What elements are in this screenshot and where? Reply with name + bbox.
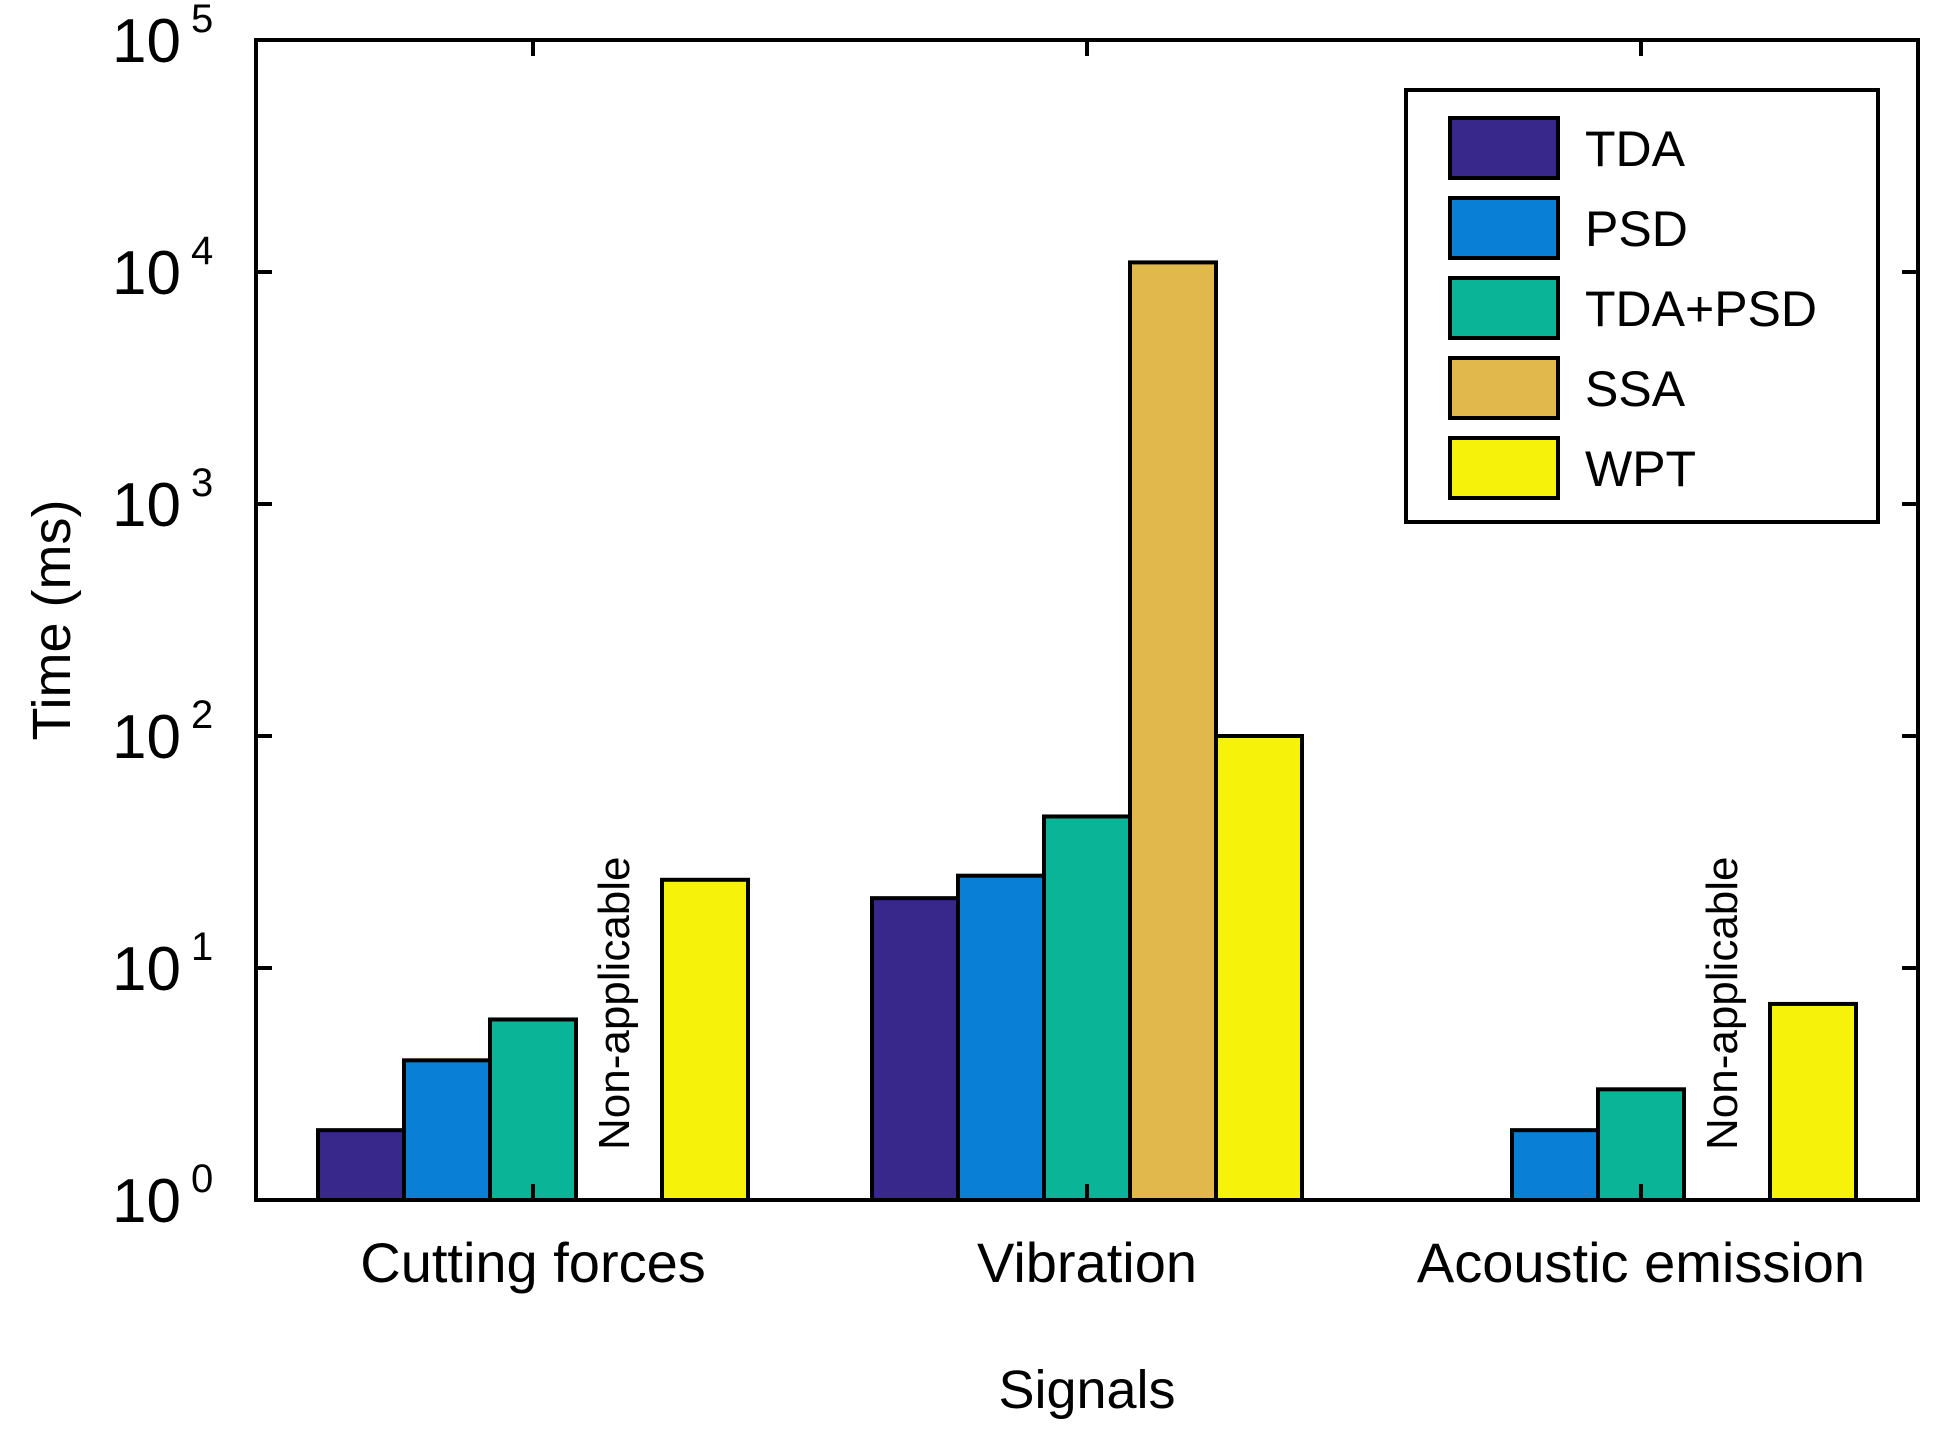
bar-ssa-vibration [1128, 260, 1218, 1202]
y-tick-label: 10 1 [112, 925, 213, 1004]
legend-items: TDA PSD TDA+PSD SSA WPT [1448, 116, 1817, 500]
legend-label: TDA [1585, 121, 1686, 177]
annotations-group: Non-applicable Non-applicable [590, 856, 1747, 1150]
legend-swatch [1448, 116, 1560, 180]
x-axis: Cutting forces Vibration Acoustic emission [360, 40, 1865, 1294]
y-tick-label: 10 4 [112, 229, 213, 308]
bar-wpt-vibration [1214, 734, 1304, 1202]
bar-psd-cutting-forces [402, 1058, 492, 1202]
category-label: Vibration [977, 1231, 1197, 1294]
legend-label: PSD [1585, 201, 1688, 257]
bar-tda-vibration [870, 896, 960, 1202]
legend-swatch [1448, 196, 1560, 260]
x-axis-title: Signals [998, 1360, 1175, 1420]
legend-swatch [1448, 436, 1560, 500]
annotation-non-applicable: Non-applicable [590, 856, 639, 1150]
bar-wpt-acoustic-emission [1768, 1001, 1858, 1202]
bar-psd-vibration [956, 873, 1046, 1202]
bar-tda-psd-cutting-forces [488, 1017, 578, 1203]
y-tick-label: 10 3 [112, 461, 213, 540]
category-label: Acoustic emission [1417, 1231, 1865, 1294]
legend-label: WPT [1585, 441, 1696, 497]
bar-tda-psd-acoustic-emission [1596, 1087, 1686, 1202]
y-axis-title: Time (ms) [22, 500, 82, 741]
bar-tda-psd-vibration [1042, 814, 1132, 1202]
bar-psd-acoustic-emission [1510, 1128, 1600, 1202]
legend: TDA PSD TDA+PSD SSA WPT [1404, 88, 1880, 524]
y-tick-label: 10 2 [112, 693, 213, 772]
annotation-non-applicable: Non-applicable [1698, 856, 1747, 1150]
bar-tda-cutting-forces [316, 1128, 406, 1202]
legend-swatch [1448, 276, 1560, 340]
legend-swatch [1448, 356, 1560, 420]
y-tick-label: 10 5 [112, 0, 213, 76]
legend-label: SSA [1585, 361, 1686, 417]
category-label: Cutting forces [360, 1231, 706, 1294]
bars-group [316, 260, 1858, 1203]
y-tick-label: 10 0 [112, 1157, 213, 1236]
legend-label: TDA+PSD [1585, 281, 1817, 337]
bar-wpt-cutting-forces [660, 877, 750, 1203]
